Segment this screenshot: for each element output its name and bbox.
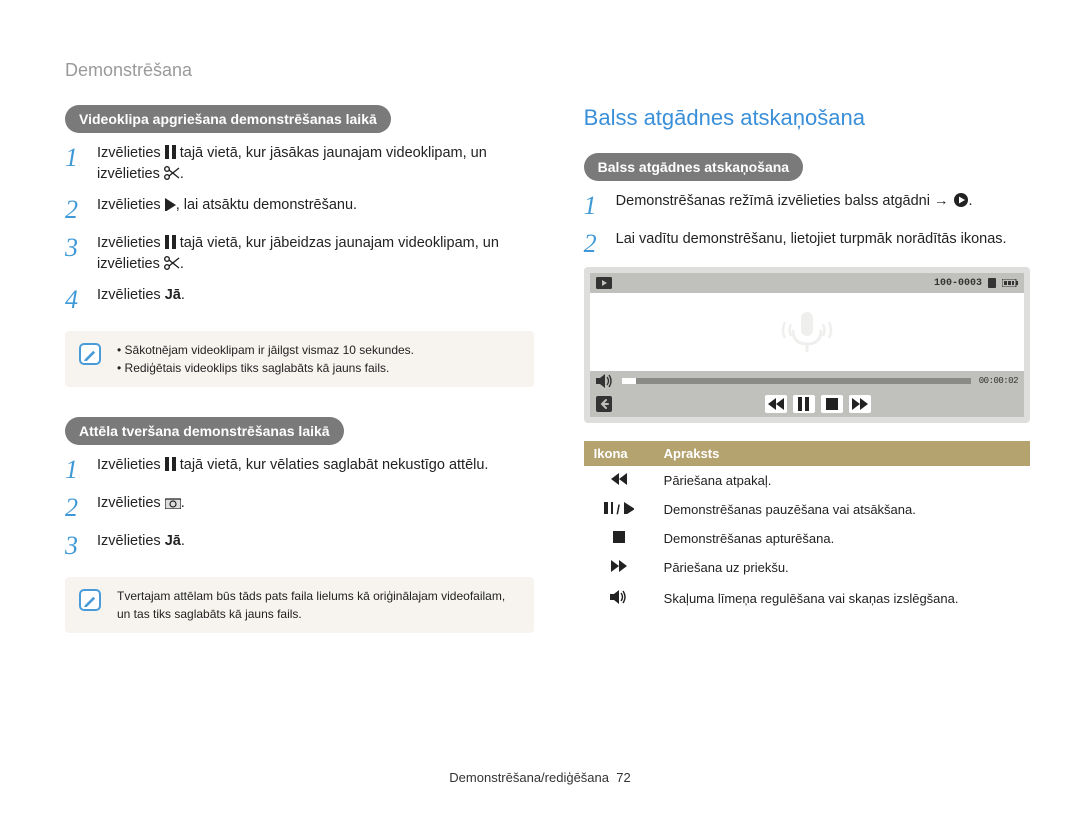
step-text: Izvēlieties tajā vietā, kur jāsākas jaun… [97, 143, 534, 185]
section-title-voice: Balss atgādnes atskaņošana [584, 105, 1030, 131]
step-text: Izvēlieties . [97, 493, 534, 521]
step-text: Izvēlieties Jā. [97, 531, 534, 559]
section-heading-capture: Attēla tveršana demonstrēšanas laikā [65, 417, 344, 445]
voice-player: 100-0003 00:00:02 [584, 267, 1030, 423]
cell-icon: / [584, 495, 654, 524]
step: 2 Izvēlieties , lai atsāktu demonstrēšan… [65, 195, 534, 223]
progress-fill [622, 378, 636, 384]
note-box: Tvertajam attēlam būs tāds pats faila li… [65, 577, 534, 633]
table-row: Pāriešana uz priekšu. [584, 553, 1030, 582]
cell-desc: Demonstrēšanas apturēšana. [654, 524, 1030, 553]
rewind-button[interactable] [765, 395, 787, 413]
play-icon [624, 502, 634, 514]
cell-icon [584, 582, 654, 615]
pause-button[interactable] [793, 395, 815, 413]
progress-track[interactable] [622, 378, 971, 384]
step-number: 1 [65, 455, 87, 483]
rewind-icon [611, 473, 627, 485]
battery-icon [1002, 279, 1018, 287]
player-top-bar: 100-0003 [590, 273, 1024, 293]
forward-button[interactable] [849, 395, 871, 413]
icon-description-table: Ikona Apraksts Pāriešana atpakaļ. / Demo… [584, 441, 1030, 615]
time-display: 00:00:02 [979, 376, 1018, 386]
step-text: Izvēlieties Jā. [97, 285, 534, 313]
pause-icon [165, 145, 176, 159]
step-number: 2 [65, 493, 87, 521]
note-box: Sākotnējam videoklipam ir jāilgst vismaz… [65, 331, 534, 387]
table-row: Pāriešana atpakaļ. [584, 466, 1030, 495]
step-text: Demonstrēšanas režīmā izvēlieties balss … [616, 191, 1030, 219]
pause-icon [604, 502, 613, 514]
th-desc: Apraksts [654, 441, 1030, 466]
step: 3 Izvēlieties Jā. [65, 531, 534, 559]
step-number: 3 [65, 233, 87, 275]
step-text: Izvēlieties tajā vietā, kur vēlaties sag… [97, 455, 534, 483]
note-text: Tvertajam attēlam būs tāds pats faila li… [117, 589, 505, 621]
player-progress-row: 00:00:02 [590, 371, 1024, 391]
step-number: 3 [65, 531, 87, 559]
step: 3 Izvēlieties tajā vietā, kur jābeidzas … [65, 233, 534, 275]
cell-desc: Skaļuma līmeņa regulēšana vai skaņas izs… [654, 582, 1030, 615]
step-number: 2 [65, 195, 87, 223]
scissors-icon [164, 256, 180, 270]
cell-desc: Pāriešana uz priekšu. [654, 553, 1030, 582]
pause-icon [165, 457, 176, 471]
step: 2 Lai vadītu demonstrēšanu, lietojiet tu… [584, 229, 1030, 257]
page-header: Demonstrēšana [65, 60, 1030, 81]
step-number: 2 [584, 229, 606, 257]
note-item: Sākotnējam videoklipam ir jāilgst vismaz… [117, 341, 520, 359]
section-heading-trim: Videoklipa apgriešana demonstrēšanas lai… [65, 105, 391, 133]
step: 1 Izvēlieties tajā vietā, kur jāsākas ja… [65, 143, 534, 185]
cell-desc: Pāriešana atpakaļ. [654, 466, 1030, 495]
circle-play-icon [953, 192, 969, 208]
table-row: Skaļuma līmeņa regulēšana vai skaņas izs… [584, 582, 1030, 615]
note-icon [79, 589, 101, 611]
player-controls [590, 391, 1024, 417]
table-row: Demonstrēšanas apturēšana. [584, 524, 1030, 553]
cell-icon [584, 466, 654, 495]
step-text: Lai vadītu demonstrēšanu, lietojiet turp… [616, 229, 1030, 257]
scissors-icon [164, 166, 180, 180]
section-heading-voice: Balss atgādnes atskaņošana [584, 153, 803, 181]
microphone-icon [779, 308, 835, 356]
volume-icon[interactable] [596, 373, 614, 389]
step: 4 Izvēlieties Jā. [65, 285, 534, 313]
memory-icon [988, 278, 996, 288]
note-item: Rediģētais videoklips tiks saglabāts kā … [117, 359, 520, 377]
step: 1 Demonstrēšanas režīmā izvēlieties bals… [584, 191, 1030, 219]
forward-icon [611, 560, 627, 572]
cell-icon [584, 553, 654, 582]
volume-icon [610, 589, 628, 605]
th-icon: Ikona [584, 441, 654, 466]
step-text: Izvēlieties tajā vietā, kur jābeidzas ja… [97, 233, 534, 275]
table-row: / Demonstrēšanas pauzēšana vai atsākšana… [584, 495, 1030, 524]
step-number: 4 [65, 285, 87, 313]
step: 2 Izvēlieties . [65, 493, 534, 521]
cell-icon [584, 524, 654, 553]
step-number: 1 [584, 191, 606, 219]
playback-mode-icon [596, 277, 612, 289]
page-footer: Demonstrēšana/rediģēšana 72 [0, 770, 1080, 785]
step-text: Izvēlieties , lai atsāktu demonstrēšanu. [97, 195, 534, 223]
cell-desc: Demonstrēšanas pauzēšana vai atsākšana. [654, 495, 1030, 524]
player-body [590, 293, 1024, 371]
stop-button[interactable] [821, 395, 843, 413]
stop-icon [613, 531, 625, 543]
file-id: 100-0003 [934, 278, 982, 289]
camera-icon [165, 497, 181, 509]
play-icon [165, 198, 176, 211]
pause-icon [165, 235, 176, 249]
step: 1 Izvēlieties tajā vietā, kur vēlaties s… [65, 455, 534, 483]
note-icon [79, 343, 101, 365]
back-icon[interactable] [596, 396, 612, 412]
step-number: 1 [65, 143, 87, 185]
